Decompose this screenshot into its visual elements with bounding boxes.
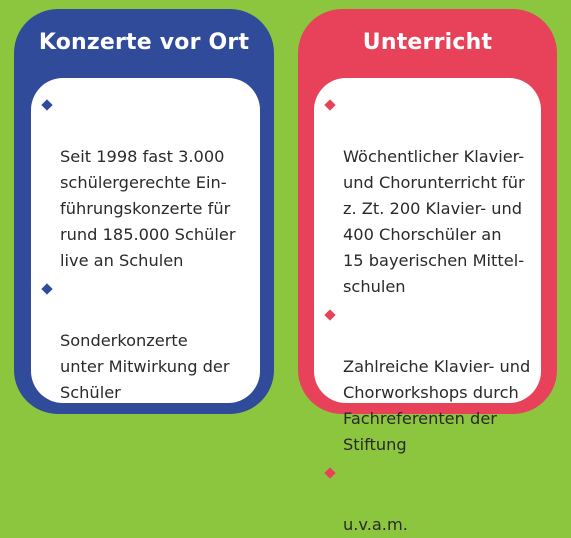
diamond-bullet-icon xyxy=(324,309,336,321)
list-item-text: u.v.a.m. xyxy=(343,515,408,534)
list-item: Seit 1998 fast 3.000 schülergerechte Ein… xyxy=(41,92,250,274)
list-item-text: Wöchentlicher Klavier- und Chorunterrich… xyxy=(343,147,525,296)
diamond-bullet-icon xyxy=(41,283,53,295)
list-item: Zahlreiche Klavier- und Chorworkshops du… xyxy=(324,302,531,458)
list-item: Wöchentlicher Klavier- und Chorunterrich… xyxy=(324,92,531,300)
diamond-bullet-icon xyxy=(41,99,53,111)
unterricht-card-body: Wöchentlicher Klavier- und Chorunterrich… xyxy=(314,78,541,534)
unterricht-card-title: Unterricht xyxy=(362,30,493,55)
konzerte-card-title: Konzerte vor Ort xyxy=(38,30,250,55)
unterricht-card: Unterricht Wöchentlicher Klavier- und Ch… xyxy=(298,9,557,534)
konzerte-card-body: Seit 1998 fast 3.000 schülergerechte Ein… xyxy=(31,78,260,403)
diamond-bullet-icon xyxy=(324,99,336,111)
konzerte-card: Konzerte vor Ort Seit 1998 fast 3.000 sc… xyxy=(14,9,274,414)
list-item-text: Sonderkonzerte unter Mitwirkung der Schü… xyxy=(60,331,230,402)
list-item-text: Zahlreiche Klavier- und Chorworkshops du… xyxy=(343,357,531,454)
list-item: Sonderkonzerte unter Mitwirkung der Schü… xyxy=(41,276,250,406)
diamond-bullet-icon xyxy=(324,467,336,479)
list-item-text: Seit 1998 fast 3.000 schülergerechte Ein… xyxy=(60,147,236,270)
list-item: u.v.a.m. xyxy=(324,460,531,538)
